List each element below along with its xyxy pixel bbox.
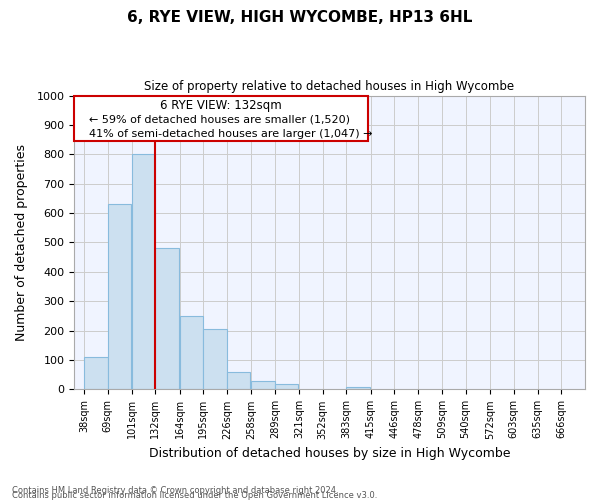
FancyBboxPatch shape <box>74 96 368 141</box>
Bar <box>251 380 275 390</box>
Text: 41% of semi-detached houses are larger (1,047) →: 41% of semi-detached houses are larger (… <box>89 129 373 139</box>
X-axis label: Distribution of detached houses by size in High Wycombe: Distribution of detached houses by size … <box>149 447 510 460</box>
Text: ← 59% of detached houses are smaller (1,520): ← 59% of detached houses are smaller (1,… <box>89 114 350 124</box>
Text: 6, RYE VIEW, HIGH WYCOMBE, HP13 6HL: 6, RYE VIEW, HIGH WYCOMBE, HP13 6HL <box>127 10 473 25</box>
Text: Contains public sector information licensed under the Open Government Licence v3: Contains public sector information licen… <box>12 491 377 500</box>
Text: 6 RYE VIEW: 132sqm: 6 RYE VIEW: 132sqm <box>160 99 282 112</box>
Y-axis label: Number of detached properties: Number of detached properties <box>15 144 28 341</box>
Bar <box>346 386 370 390</box>
Bar <box>84 357 107 390</box>
Bar <box>227 372 250 390</box>
Bar <box>180 316 203 390</box>
Text: Contains HM Land Registry data © Crown copyright and database right 2024.: Contains HM Land Registry data © Crown c… <box>12 486 338 495</box>
Bar <box>203 329 227 390</box>
Title: Size of property relative to detached houses in High Wycombe: Size of property relative to detached ho… <box>145 80 515 93</box>
Bar <box>132 154 155 390</box>
Bar <box>107 204 131 390</box>
Bar <box>155 248 179 390</box>
Bar <box>275 384 298 390</box>
